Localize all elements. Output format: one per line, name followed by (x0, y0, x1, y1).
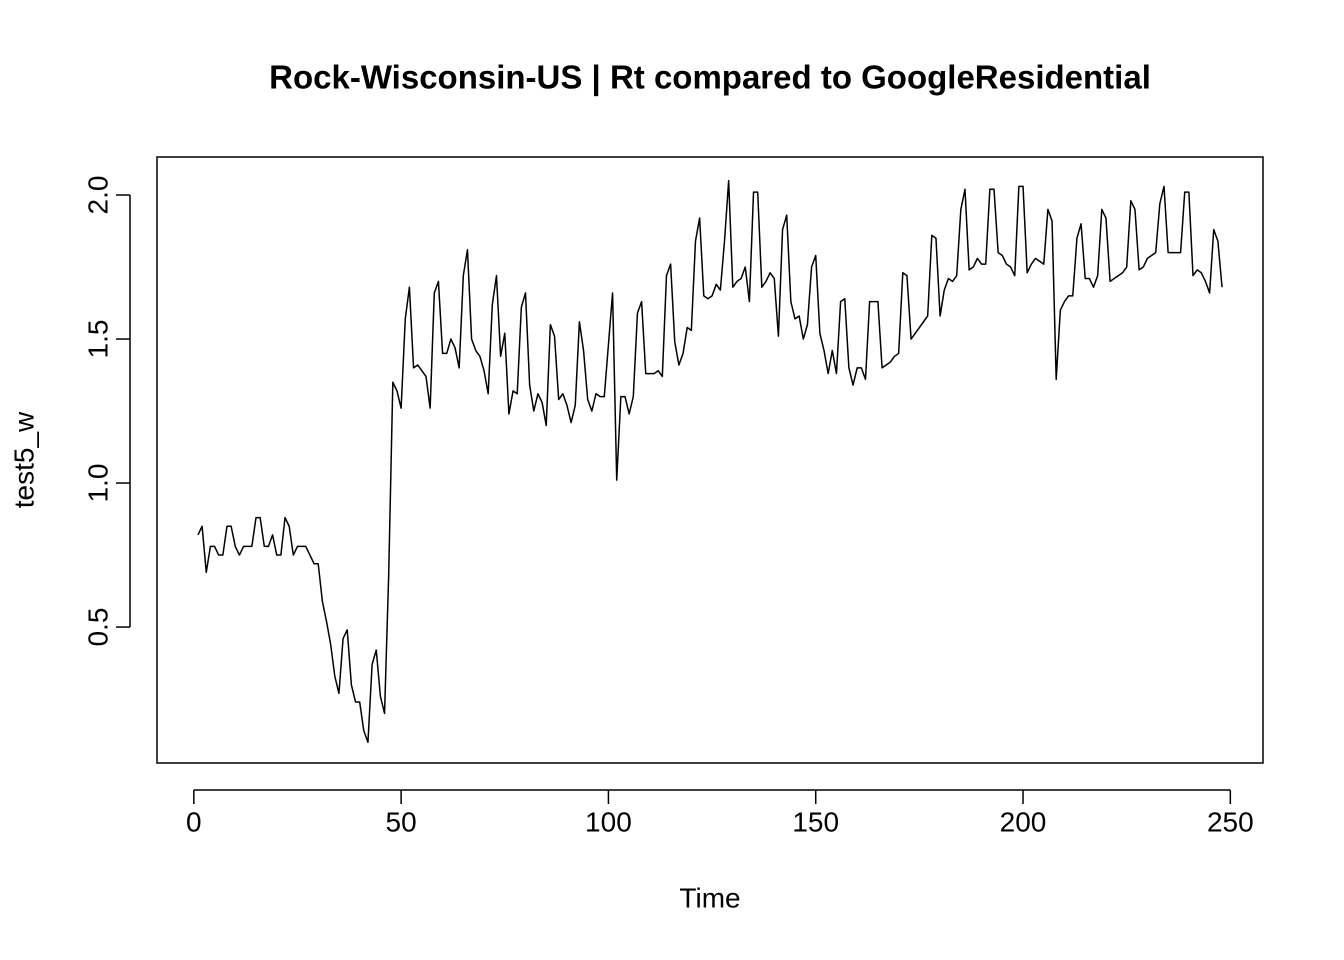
x-tick-label: 200 (1000, 806, 1047, 837)
x-axis-label: Time (679, 882, 740, 913)
x-tick-label: 100 (585, 806, 632, 837)
y-tick-label: 1.5 (82, 320, 113, 359)
y-tick-label: 1.0 (82, 464, 113, 503)
y-tick-label: 0.5 (82, 608, 113, 647)
data-line (197, 179, 1223, 744)
y-axis-label: test5_w (8, 411, 39, 508)
x-tick-label: 50 (386, 806, 417, 837)
plot-box (156, 156, 1264, 764)
chart-title: Rock-Wisconsin-US | Rt compared to Googl… (269, 59, 1151, 96)
x-tick-label: 150 (792, 806, 839, 837)
x-tick-label: 250 (1207, 806, 1254, 837)
y-tick-label: 2.0 (82, 176, 113, 215)
x-tick-label: 0 (186, 806, 202, 837)
